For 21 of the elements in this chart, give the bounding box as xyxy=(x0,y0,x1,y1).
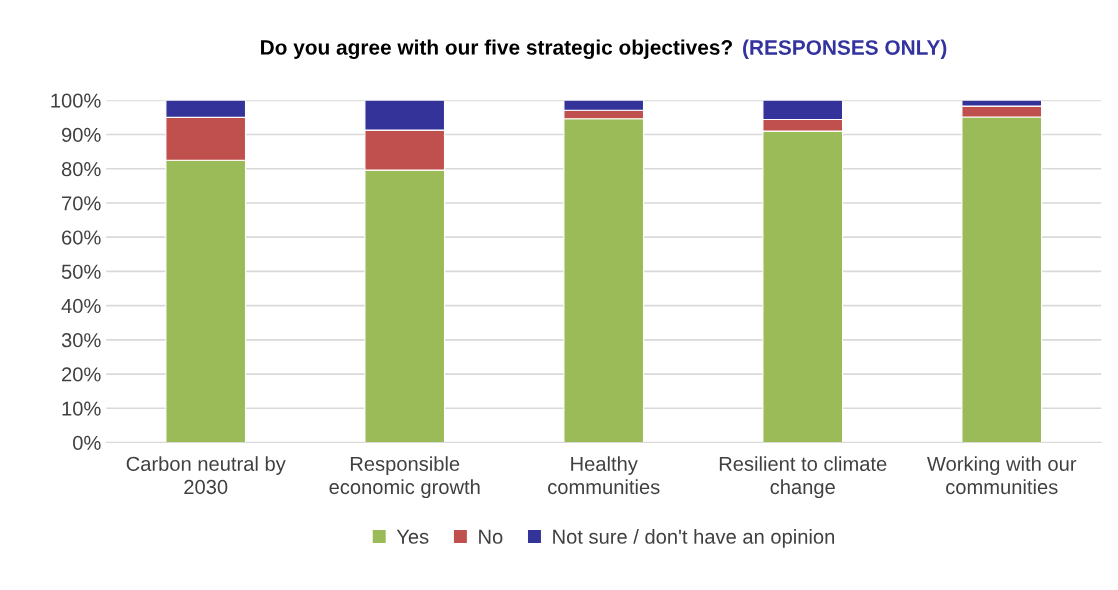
chart-subtitle: (RESPONSES ONLY) xyxy=(743,39,947,59)
y-tick-label: 20% xyxy=(62,367,101,382)
legend-label: No xyxy=(479,529,503,544)
y-tick-label: 60% xyxy=(62,230,101,245)
y-tick-label: 70% xyxy=(62,196,101,211)
chart-title: Do you agree with our five strategic objectives? xyxy=(261,39,732,59)
y-tick-label: 0% xyxy=(73,435,101,450)
x-tick-label: Resilient to climate change xyxy=(719,456,887,499)
y-tick-label: 10% xyxy=(62,401,101,416)
x-tick-label: Working with our communities xyxy=(927,456,1077,495)
x-tick-label: Healthy communities xyxy=(548,456,660,495)
x-tick-label: Responsible economic growth xyxy=(329,456,480,499)
y-tick-label: 30% xyxy=(61,333,101,348)
y-tick-label: 100% xyxy=(51,93,101,108)
legend-label: Yes xyxy=(396,529,429,544)
legend-label: Not sure / don't have an opinion xyxy=(553,529,835,548)
x-tick-label: Carbon neutral by 2030 xyxy=(126,456,286,495)
y-tick-label: 40% xyxy=(61,298,101,314)
y-tick-label: 90% xyxy=(61,127,101,143)
y-tick-label: 50% xyxy=(61,264,101,279)
y-tick-label: 80% xyxy=(61,161,101,177)
